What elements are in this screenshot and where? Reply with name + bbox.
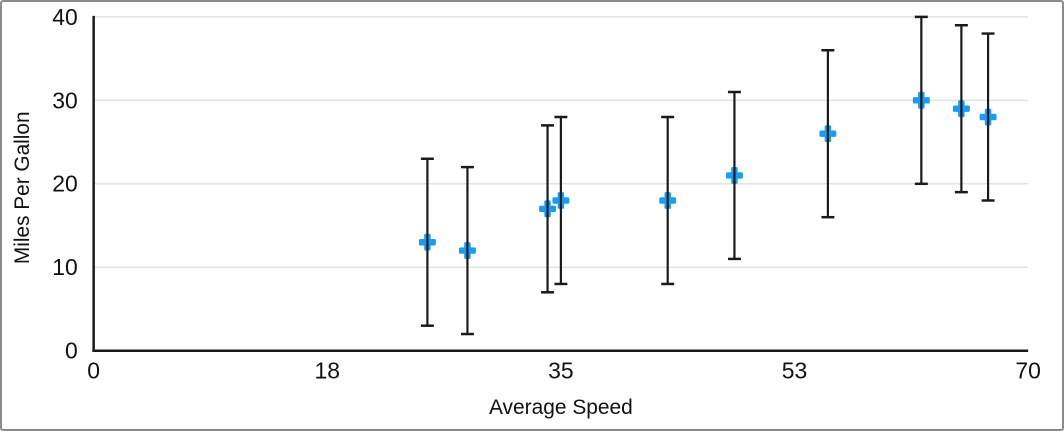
y-tick-label-30: 30 <box>52 87 77 113</box>
x-tick-label-0: 0 <box>87 358 100 384</box>
x-tick-label-53: 53 <box>782 358 807 384</box>
y-tick-label-20: 20 <box>52 171 77 197</box>
y-tick-label-0: 0 <box>65 338 78 364</box>
x-tick-label-70: 70 <box>1015 358 1040 384</box>
x-tick-label-35: 35 <box>548 358 573 384</box>
y-tick-label-10: 10 <box>52 254 77 280</box>
y-tick-label-40: 40 <box>52 4 77 30</box>
x-tick-label-18: 18 <box>315 358 340 384</box>
y-axis-title: Miles Per Gallon <box>11 111 34 264</box>
x-axis-title: Average Speed <box>489 396 633 419</box>
